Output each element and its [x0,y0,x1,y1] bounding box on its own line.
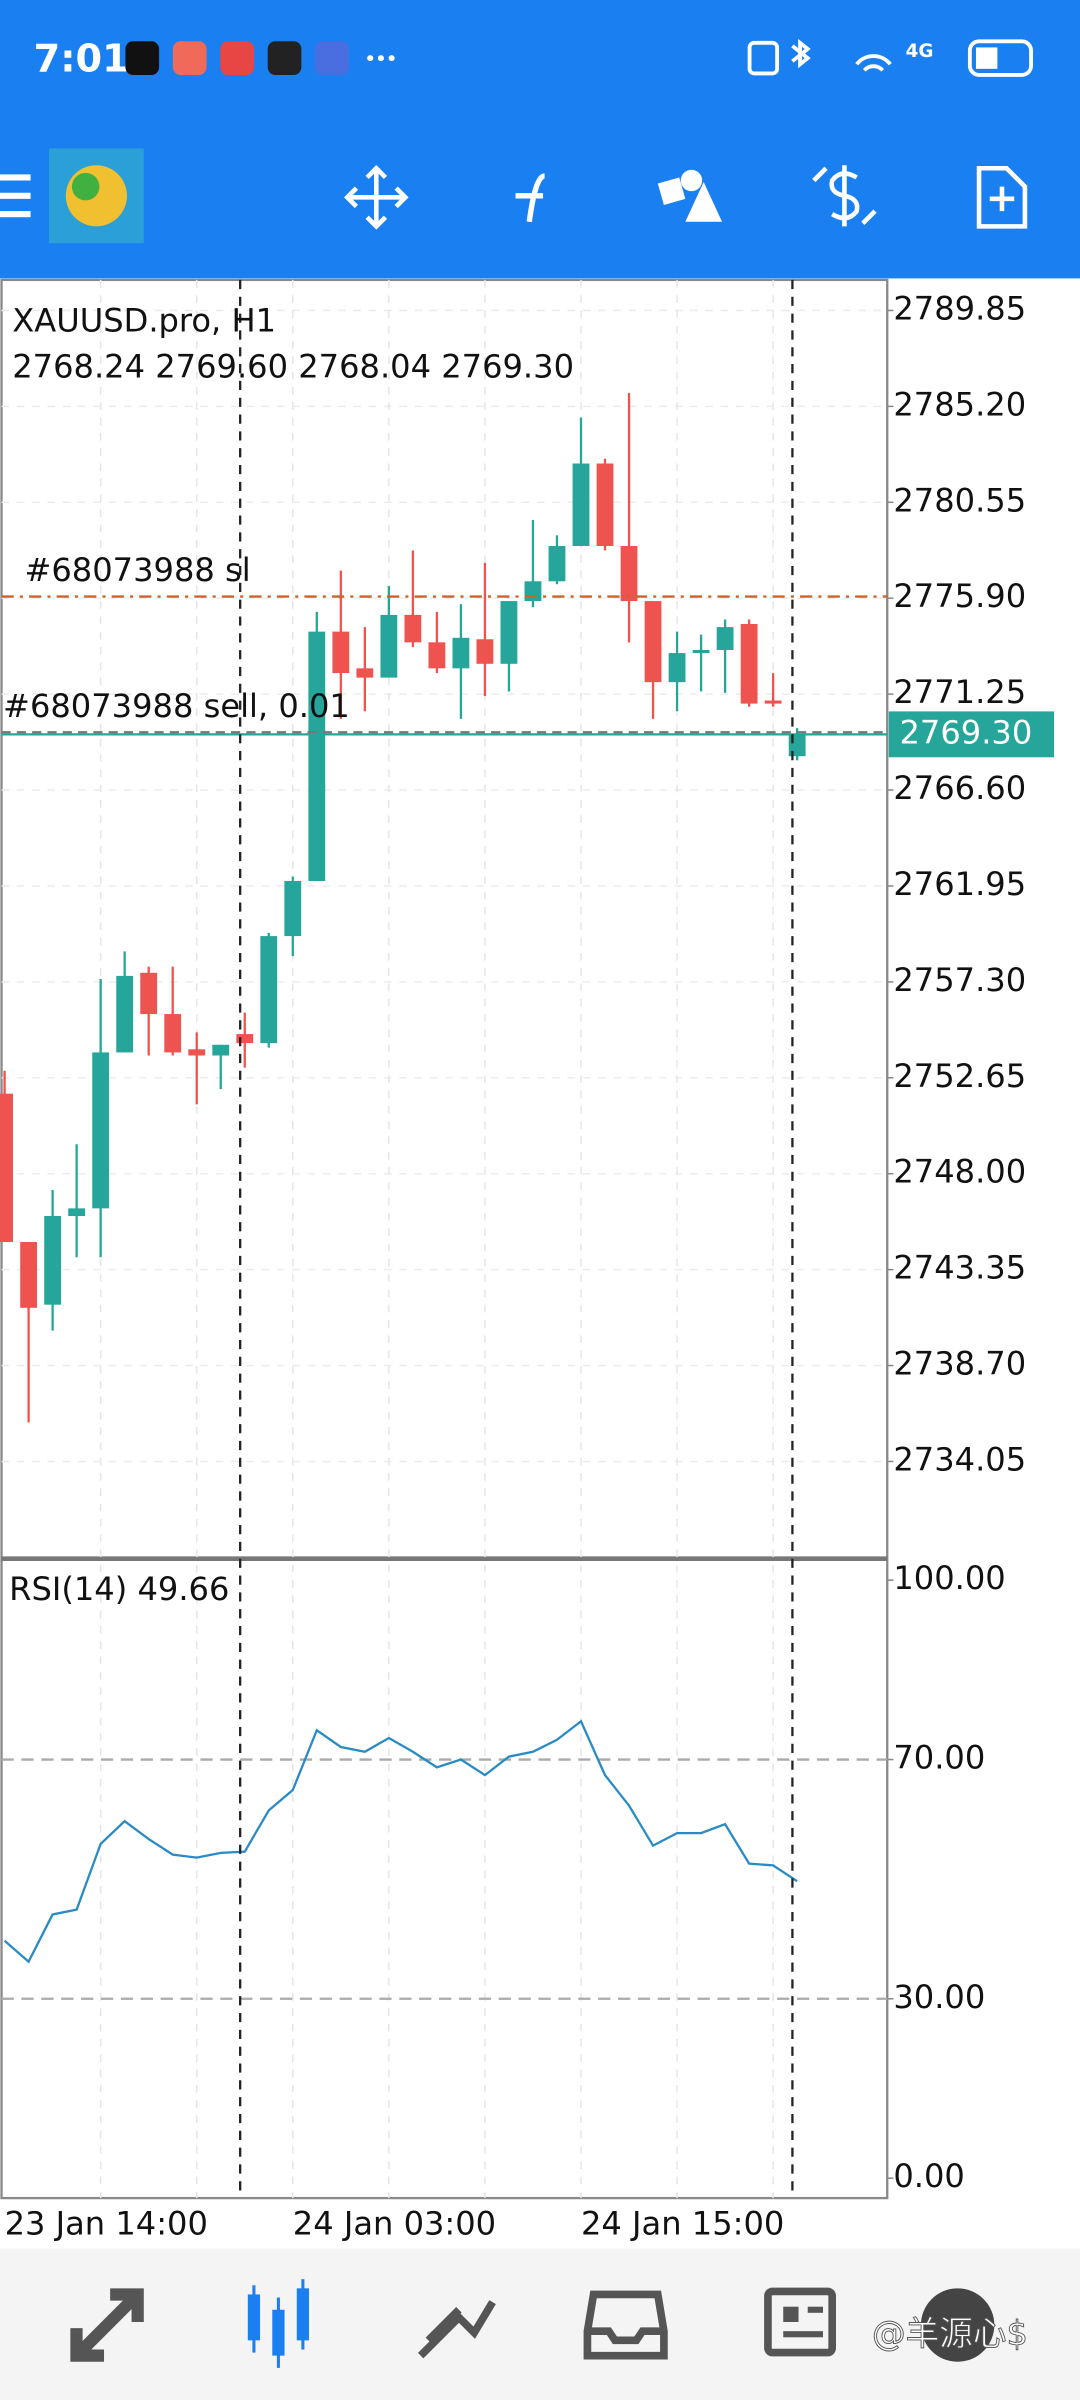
y-tick-label: 100.00 [893,1559,1005,1597]
y-tick-label: 2771.25 [893,673,1026,711]
candle-body [428,642,446,669]
last-price-label: 2769.30 [899,713,1032,751]
order-label: #68073988 sell, 0.01 [3,687,350,725]
candle-body [20,1241,38,1308]
trade-button[interactable] [812,165,877,227]
quotes-tab[interactable] [70,2288,144,2362]
y-tick-label: 0.00 [893,2157,965,2195]
candle-body [164,1014,182,1053]
candle-body [740,623,758,704]
candle-body [716,627,734,650]
x-tick-label: 23 Jan 14:00 [5,2205,208,2243]
candle-body [644,601,662,683]
notification-icons [125,41,395,75]
system-icons [747,38,1033,77]
chart-layer: 2789.85 2785.20 2780.55 2775.90 2771.25 2766.… [0,279,1054,2243]
candle-body [692,649,710,654]
toolbar [0,148,1028,244]
candle-body [452,637,470,669]
indicators-button[interactable] [515,173,546,223]
candle-body [284,881,302,937]
candle-body [188,1049,206,1056]
candle-body [620,546,638,602]
candle-body [260,936,278,1044]
rsi-title: RSI(14) 49.66 [9,1570,229,1608]
news-tab[interactable] [764,2287,837,2357]
y-tick-label: 2775.90 [893,577,1026,615]
trade-tab[interactable] [417,2300,496,2359]
candle-body [524,581,542,602]
candle-body [548,546,566,582]
candle-body [380,614,398,678]
menu-button[interactable] [0,174,31,218]
y-tick-label: 2766.60 [893,769,1026,807]
y-tick-label: 2738.70 [893,1345,1026,1383]
chart-tab[interactable] [247,2279,310,2368]
x-tick-label: 24 Jan 03:00 [293,2205,496,2243]
candle-body [332,631,350,674]
candle-body [356,668,374,678]
objects-button[interactable] [657,169,723,222]
settings-tab[interactable] [920,2288,995,2362]
crosshair-button[interactable] [344,165,409,230]
app-logo[interactable] [48,148,144,244]
candle-body [236,1034,254,1044]
y-tick-label: 2789.85 [893,289,1026,327]
candle-body [212,1044,230,1056]
ohlc-readout: 2768.24 2769.60 2768.04 2769.30 [12,348,574,386]
candle-body [500,601,518,664]
y-tick-label: 2752.65 [893,1057,1026,1095]
order-label: #68073988 sl [24,551,250,589]
candle-body [764,700,782,704]
y-tick-label: 2757.30 [893,961,1026,999]
y-tick-label: 2785.20 [893,385,1026,423]
watermark: @羊源心$ [872,2314,1028,2353]
symbol-title: XAUUSD.pro, H1 [12,302,276,340]
candle-body [476,639,494,664]
clock: 7:01 [34,38,129,82]
candle-body [596,463,614,547]
new-order-button[interactable] [976,165,1028,229]
rsi-line [3,1719,798,1964]
history-tab[interactable] [583,2290,668,2360]
candle-body [572,463,590,547]
x-tick-label: 24 Jan 15:00 [581,2205,784,2243]
candle-body [140,972,158,1015]
y-tick-label: 2748.00 [893,1153,1026,1191]
candle-body [668,653,686,683]
y-tick-label: 2780.55 [893,481,1026,519]
y-tick-label: 2761.95 [893,865,1026,903]
candle-body [92,1052,110,1209]
candle-body [116,975,134,1053]
candle-body [68,1208,86,1216]
last-price-box [888,711,1054,758]
candle-body [308,631,326,882]
y-tick-label: 30.00 [893,1978,985,2016]
candle-body [0,1093,14,1242]
y-tick-label: 2734.05 [893,1440,1026,1478]
candle-body [404,614,422,643]
y-tick-label: 70.00 [893,1739,985,1777]
bottom-nav [0,2248,1080,2400]
network-type: 4G [906,41,934,62]
y-tick-label: 2743.35 [893,1249,1026,1287]
candle-body [44,1215,62,1305]
